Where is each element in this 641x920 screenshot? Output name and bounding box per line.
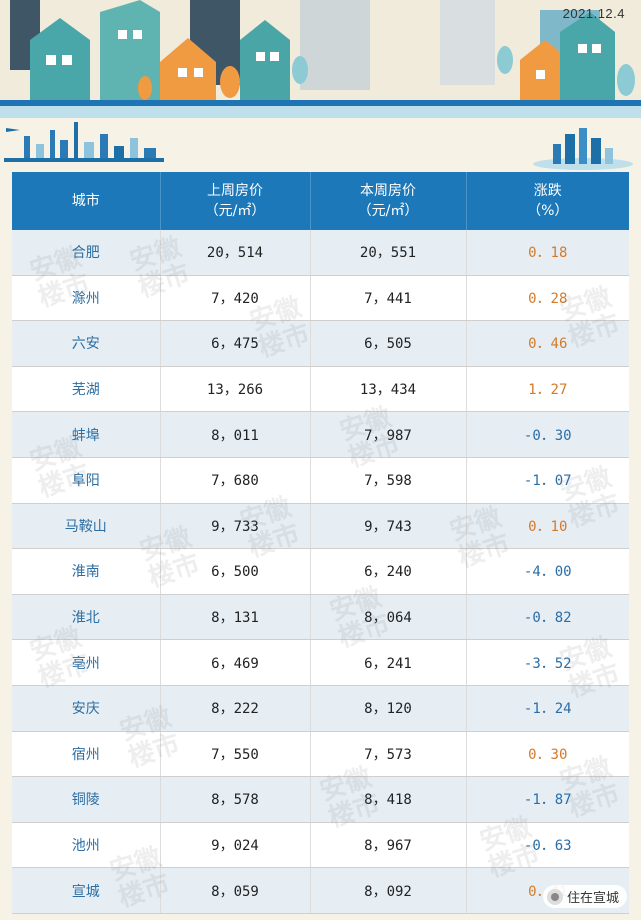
this-week-price-cell: 9，743 xyxy=(310,503,467,550)
last-week-price-cell: 9，733 xyxy=(160,503,311,550)
last-week-price-cell: 8，578 xyxy=(160,776,311,823)
city-cell: 六安 xyxy=(12,320,161,367)
table-row: 马鞍山 9，733 9，743 0．10 xyxy=(12,503,629,550)
city-cell: 宿州 xyxy=(12,731,161,778)
header-city: 城市 xyxy=(12,172,161,230)
city-cell: 池州 xyxy=(12,822,161,869)
table-row: 阜阳 7，680 7，598 -1．07 xyxy=(12,457,629,504)
change-cell: 1．27 xyxy=(466,366,629,413)
this-week-price-cell: 7，441 xyxy=(310,275,467,322)
this-week-price-cell: 8，120 xyxy=(310,685,467,732)
last-week-price-cell: 20，514 xyxy=(160,230,311,276)
account-badge: 住在宣城 xyxy=(542,885,627,908)
city-cell: 安庆 xyxy=(12,685,161,732)
change-cell: -4．00 xyxy=(466,548,629,595)
this-week-price-cell: 8，967 xyxy=(310,822,467,869)
table-row: 亳州 6，469 6，241 -3．52 xyxy=(12,639,629,686)
this-week-price-cell: 13，434 xyxy=(310,366,467,413)
this-week-price-cell: 6，240 xyxy=(310,548,467,595)
last-week-price-cell: 8，059 xyxy=(160,867,311,914)
change-cell: 0．10 xyxy=(466,503,629,550)
table-row: 淮南 6，500 6，240 -4．00 xyxy=(12,548,629,595)
last-week-price-cell: 8，131 xyxy=(160,594,311,641)
header-last-week-price: 上周房价 （元/㎡） xyxy=(160,172,311,230)
last-week-price-cell: 6，469 xyxy=(160,639,311,686)
city-cell: 淮北 xyxy=(12,594,161,641)
skyline-right-icon xyxy=(533,128,633,170)
change-cell: 0．18 xyxy=(466,230,629,276)
table-row: 铜陵 8，578 8，418 -1．87 xyxy=(12,776,629,823)
change-cell: -0．63 xyxy=(466,822,629,869)
this-week-price-cell: 7，573 xyxy=(310,731,467,778)
table-row: 合肥 20，514 20，551 0．18 xyxy=(12,230,629,276)
city-cell: 铜陵 xyxy=(12,776,161,823)
this-week-price-cell: 7，598 xyxy=(310,457,467,504)
city-cell: 阜阳 xyxy=(12,457,161,504)
city-cell: 淮南 xyxy=(12,548,161,595)
header-banner: 2021.12.4 xyxy=(0,0,641,118)
last-week-price-cell: 9，024 xyxy=(160,822,311,869)
table-row: 池州 9，024 8，967 -0．63 xyxy=(12,822,629,869)
city-illustration xyxy=(0,0,641,118)
last-week-price-cell: 7，420 xyxy=(160,275,311,322)
table-row: 六安 6，475 6，505 0．46 xyxy=(12,320,629,367)
last-week-price-cell: 7，680 xyxy=(160,457,311,504)
last-week-price-cell: 13，266 xyxy=(160,366,311,413)
this-week-price-cell: 6，241 xyxy=(310,639,467,686)
table-row: 宿州 7，550 7，573 0．30 xyxy=(12,731,629,778)
table-row: 安庆 8，222 8，120 -1．24 xyxy=(12,685,629,732)
last-week-price-cell: 6，500 xyxy=(160,548,311,595)
this-week-price-cell: 6，505 xyxy=(310,320,467,367)
table-row: 滁州 7，420 7，441 0．28 xyxy=(12,275,629,322)
this-week-price-cell: 8，092 xyxy=(310,867,467,914)
this-week-price-cell: 7，987 xyxy=(310,411,467,458)
change-cell: -1．07 xyxy=(466,457,629,504)
this-week-price-cell: 8，064 xyxy=(310,594,467,641)
city-cell: 蚌埠 xyxy=(12,411,161,458)
price-table-container: 城市 上周房价 （元/㎡） 本周房价 （元/㎡） 涨跌 （%） 合肥 20，514… xyxy=(12,172,629,920)
last-week-price-cell: 8，222 xyxy=(160,685,311,732)
change-cell: 0．28 xyxy=(466,275,629,322)
change-cell: -1．87 xyxy=(466,776,629,823)
change-cell: -0．82 xyxy=(466,594,629,641)
change-cell: 0．46 xyxy=(466,320,629,367)
header-this-week-price: 本周房价 （元/㎡） xyxy=(310,172,467,230)
city-cell: 马鞍山 xyxy=(12,503,161,550)
table-row: 蚌埠 8，011 7，987 -0．30 xyxy=(12,411,629,458)
city-cell: 合肥 xyxy=(12,230,161,276)
skyline-left-icon xyxy=(4,122,164,162)
change-cell: -3．52 xyxy=(466,639,629,686)
change-cell: -0．30 xyxy=(466,411,629,458)
change-cell: -1．24 xyxy=(466,685,629,732)
last-week-price-cell: 8，011 xyxy=(160,411,311,458)
last-week-price-cell: 7，550 xyxy=(160,731,311,778)
table-row: 芜湖 13，266 13，434 1．27 xyxy=(12,366,629,413)
price-table: 城市 上周房价 （元/㎡） 本周房价 （元/㎡） 涨跌 （%） 合肥 20，514… xyxy=(12,172,629,914)
last-week-price-cell: 6，475 xyxy=(160,320,311,367)
table-row: 淮北 8，131 8，064 -0．82 xyxy=(12,594,629,641)
city-cell: 亳州 xyxy=(12,639,161,686)
header-change: 涨跌 （%） xyxy=(466,172,629,230)
this-week-price-cell: 20，551 xyxy=(310,230,467,276)
city-cell: 宣城 xyxy=(12,867,161,914)
city-cell: 滁州 xyxy=(12,275,161,322)
change-cell: 0．30 xyxy=(466,731,629,778)
city-cell: 芜湖 xyxy=(12,366,161,413)
report-date: 2021.12.4 xyxy=(562,6,625,21)
table-header-row: 城市 上周房价 （元/㎡） 本周房价 （元/㎡） 涨跌 （%） xyxy=(12,172,629,230)
this-week-price-cell: 8，418 xyxy=(310,776,467,823)
wechat-icon xyxy=(546,888,563,905)
